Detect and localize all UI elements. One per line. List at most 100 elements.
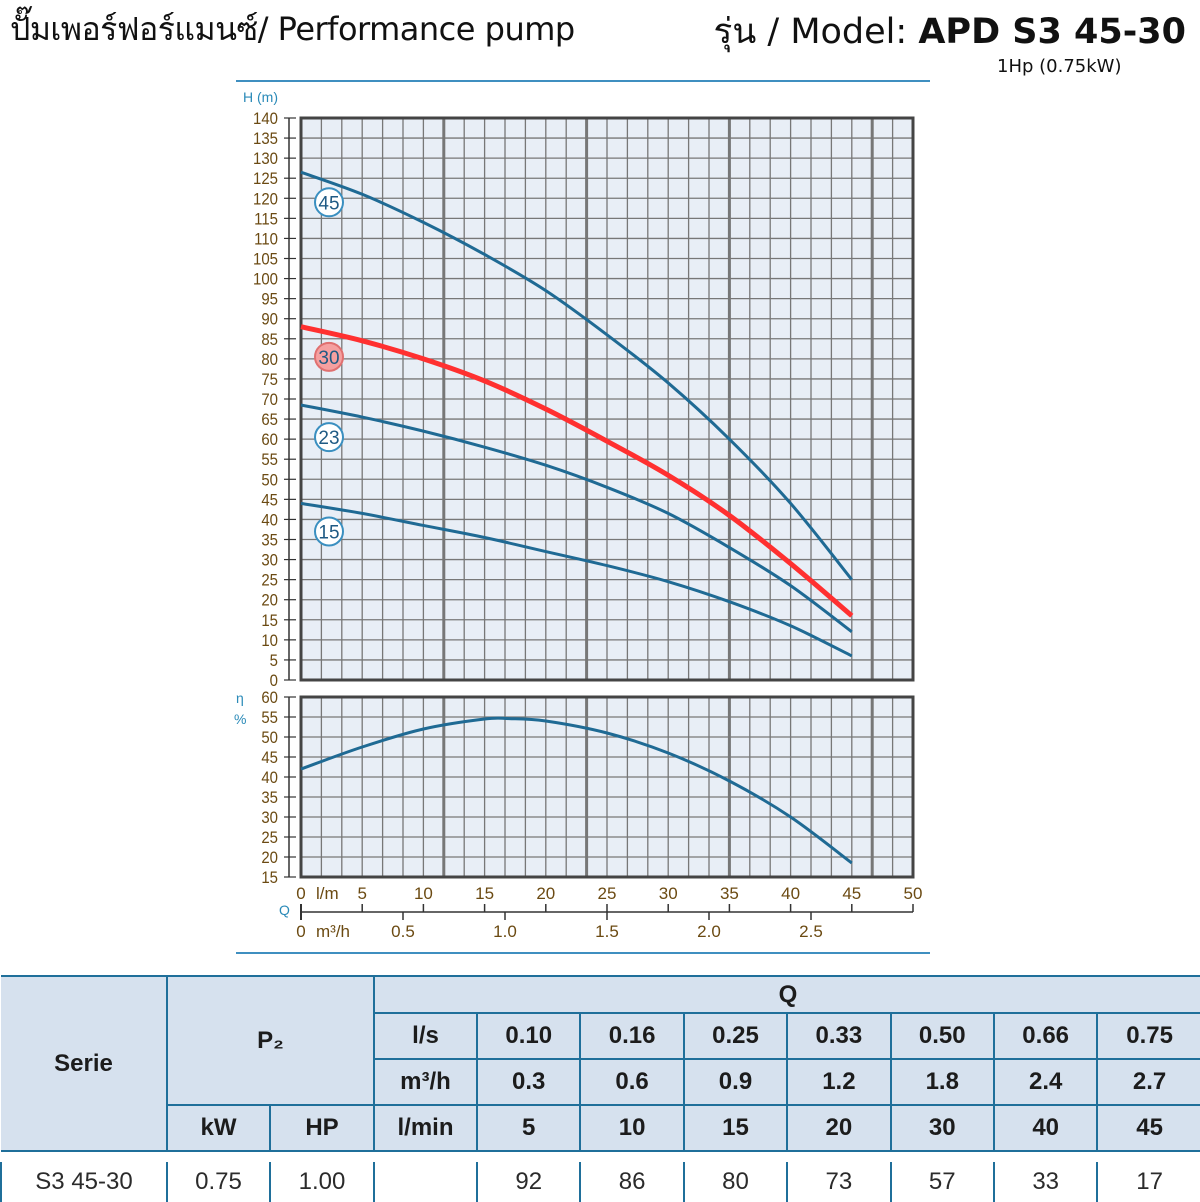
x-tick-m3h-label: 0.5	[391, 922, 415, 941]
y-tick-label: 5	[270, 652, 278, 670]
q-lmin-cell: 5	[476, 1104, 582, 1152]
x-tick-m3h-label: 1.5	[595, 922, 619, 941]
head-value-cell: 33	[992, 1162, 1098, 1202]
y-tick-label: 95	[261, 291, 278, 309]
q-m3h-cell: 1.8	[889, 1058, 995, 1106]
unit-lmin: l/min	[373, 1104, 479, 1152]
curve-30	[300, 324, 854, 618]
y-tick-label: 50	[261, 729, 278, 747]
kw-header: kW	[166, 1104, 271, 1152]
y-tick-label: 45	[261, 749, 278, 767]
q-ls-cell: 0.50	[889, 1012, 995, 1060]
x-unit-lm: l/m	[316, 884, 339, 903]
q-axis-label: Q	[279, 902, 290, 918]
head-value-cell: 80	[682, 1162, 788, 1202]
y-tick-label: 125	[253, 170, 278, 188]
q-ls-cell: 0.10	[476, 1012, 582, 1060]
q-header: Q	[373, 975, 1200, 1014]
unit-m3h: m³/h	[373, 1058, 479, 1106]
x-tick-label: 5	[357, 884, 366, 903]
x-tick-m3h-label: 2.0	[697, 922, 721, 941]
y-tick-label: 110	[254, 231, 278, 249]
y-tick-label: 50	[261, 471, 278, 489]
y-tick-label: 15	[261, 869, 278, 887]
percent-axis-label: %	[234, 711, 246, 727]
y-tick-label: 55	[261, 709, 278, 727]
kw-cell: 0.75	[166, 1162, 270, 1202]
q-lmin-cell: 15	[682, 1104, 789, 1152]
power-rating: 1Hp (0.75kW)	[997, 56, 1122, 77]
y-tick-label: 140	[253, 110, 278, 128]
y-tick-label: 135	[253, 130, 278, 148]
x-tick-m3h-label: 2.5	[799, 922, 823, 941]
y-tick-label: 90	[261, 311, 278, 329]
y-tick-label: 130	[253, 150, 278, 168]
p2-header: P₂	[165, 975, 376, 1106]
h-axis-label: H (m)	[243, 89, 278, 105]
y-tick-label: 0	[270, 672, 278, 690]
x-tick-label: 10	[414, 884, 433, 903]
plot-border	[299, 695, 915, 879]
y-tick-label: 100	[253, 271, 278, 289]
curve-label: 30	[318, 348, 339, 369]
y-tick-label: 45	[261, 492, 278, 510]
serie-header: Serie	[1, 975, 168, 1152]
curve-label-circle	[314, 516, 344, 547]
performance-chart: H (m) η % Q l/m m³/h 0 5 10 15 20 25 30 35 40 45 5…	[234, 80, 930, 954]
x-tick-label: 45	[842, 884, 861, 903]
y-tick-label: 40	[261, 512, 278, 530]
y-tick-label: 70	[261, 391, 278, 409]
q-ls-cell: 0.16	[579, 1012, 685, 1060]
q-m3h-cell: 0.6	[579, 1058, 685, 1106]
y-tick-label: 115	[254, 211, 278, 229]
y-tick-label: 80	[261, 351, 278, 369]
x-tick-m3h-label: 0	[296, 922, 305, 941]
y-tick-label: 40	[261, 769, 278, 787]
y-tick-label: 105	[253, 251, 278, 269]
y-tick-label: 35	[261, 532, 278, 550]
y-tick-label: 15	[261, 612, 278, 630]
y-tick-label: 55	[261, 451, 278, 469]
x-tick-label: 0	[296, 884, 305, 903]
x-tick-label: 20	[536, 884, 555, 903]
performance-table: Serie P₂ Q l/s 0.10 0.16 0.25 0.33 0.50 0.66 0.…	[0, 975, 1200, 1202]
curve-23	[300, 403, 853, 634]
x-tick-label: 15	[475, 884, 494, 903]
q-ls-cell: 0.33	[786, 1012, 892, 1060]
x-unit-m3h: m³/h	[316, 922, 350, 941]
curve-label: 15	[318, 522, 339, 543]
head-value-cell: 57	[889, 1162, 994, 1202]
y-tick-label: 10	[261, 632, 278, 650]
y-tick-label: 20	[261, 592, 278, 610]
q-lmin-cell: 45	[1096, 1104, 1200, 1152]
head-value-cell: 92	[476, 1162, 581, 1202]
plot-border	[299, 116, 915, 682]
q-lmin-cell: 10	[579, 1104, 685, 1152]
q-lmin-cell: 20	[786, 1104, 892, 1152]
y-tick-label: 120	[253, 190, 278, 208]
hp-header: HP	[268, 1104, 376, 1152]
q-m3h-cell: 1.2	[786, 1058, 892, 1106]
x-tick-label: 50	[904, 884, 923, 903]
curve-label: 45	[318, 193, 339, 214]
curve-efficiency	[300, 716, 853, 865]
y-tick-label: 25	[261, 572, 278, 590]
curve-15	[300, 501, 853, 658]
model-prefix: รุ่น / Model:	[713, 12, 919, 52]
y-tick-label: 30	[261, 552, 278, 570]
x-tick-label: 25	[598, 884, 617, 903]
q-m3h-cell: 0.9	[682, 1058, 789, 1106]
page-title: ปั๊มเพอร์ฟอร์แมนซ์/ Performance pump	[10, 10, 575, 48]
curve-label: 23	[318, 428, 339, 449]
curve-45	[300, 170, 853, 581]
curve-label-circle	[314, 341, 344, 372]
table-row: S3 45-30 0.75 1.00 92 86 80 73 57 33 17	[0, 1162, 1200, 1202]
head-value-cell: 17	[1096, 1162, 1200, 1202]
q-ls-cell: 0.75	[1096, 1012, 1200, 1060]
q-ls-cell: 0.25	[682, 1012, 789, 1060]
x-tick-m3h-label: 1.0	[493, 922, 517, 941]
model-title: รุ่น / Model: APD S3 45-30	[714, 4, 1186, 59]
y-tick-label: 65	[261, 411, 278, 429]
unit-cell	[373, 1162, 478, 1202]
serie-cell: S3 45-30	[0, 1162, 167, 1202]
